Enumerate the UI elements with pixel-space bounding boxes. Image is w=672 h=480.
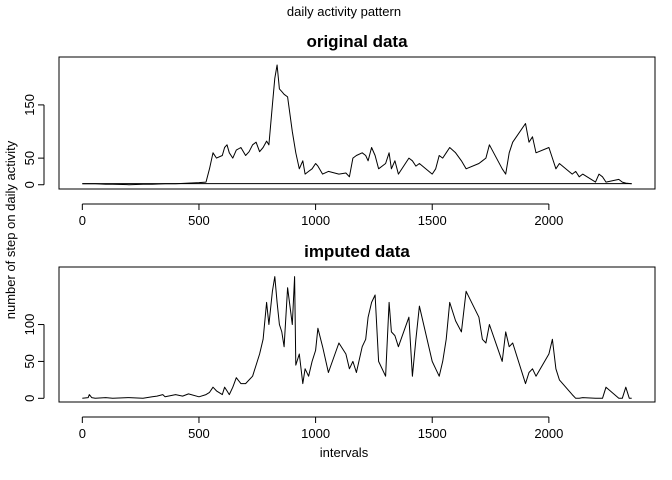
panel-2-series-line <box>82 276 632 399</box>
figure-supertitle: daily activity pattern <box>287 4 401 19</box>
panel-2-title: imputed data <box>304 242 410 261</box>
panel-1-y-tick-label: 150 <box>22 94 37 116</box>
panel-2-x-tick-label: 1000 <box>301 426 330 441</box>
panel-1-x-tick-label: 1000 <box>301 213 330 228</box>
panel-imputed-data: imputed data 0 500 1000 1500 2000 0 50 100 <box>22 242 656 441</box>
panel-2-x-tick-label: 500 <box>188 426 210 441</box>
panel-2-plot-frame <box>58 266 656 403</box>
panel-2-y-tick-label: 50 <box>22 354 37 368</box>
panel-1-x-tick-label: 500 <box>188 213 210 228</box>
panel-2-y-tick-label: 100 <box>22 314 37 336</box>
panel-1-plot-frame <box>58 56 656 190</box>
panel-2-x-tick-label: 0 <box>79 426 86 441</box>
panel-2-x-tick-label: 2000 <box>534 426 563 441</box>
panel-1-y-tick-label: 0 <box>22 181 37 188</box>
panel-2-x-tick-label: 1500 <box>418 426 447 441</box>
panel-1-x-tick-label: 2000 <box>534 213 563 228</box>
panel-1-x-tick-label: 0 <box>79 213 86 228</box>
shared-y-axis-label: number of step on daily activity <box>3 140 18 319</box>
panel-2-y-tick-label: 0 <box>22 395 37 402</box>
panel-1-title: original data <box>306 32 408 51</box>
panel-original-data: original data 0 500 1000 1500 2000 0 50 150 <box>22 32 656 228</box>
panel-1-x-tick-label: 1500 <box>418 213 447 228</box>
panel-1-y-tick-label: 50 <box>22 151 37 165</box>
panel-1-series-line <box>82 64 632 186</box>
shared-x-axis-label: intervals <box>320 445 369 460</box>
